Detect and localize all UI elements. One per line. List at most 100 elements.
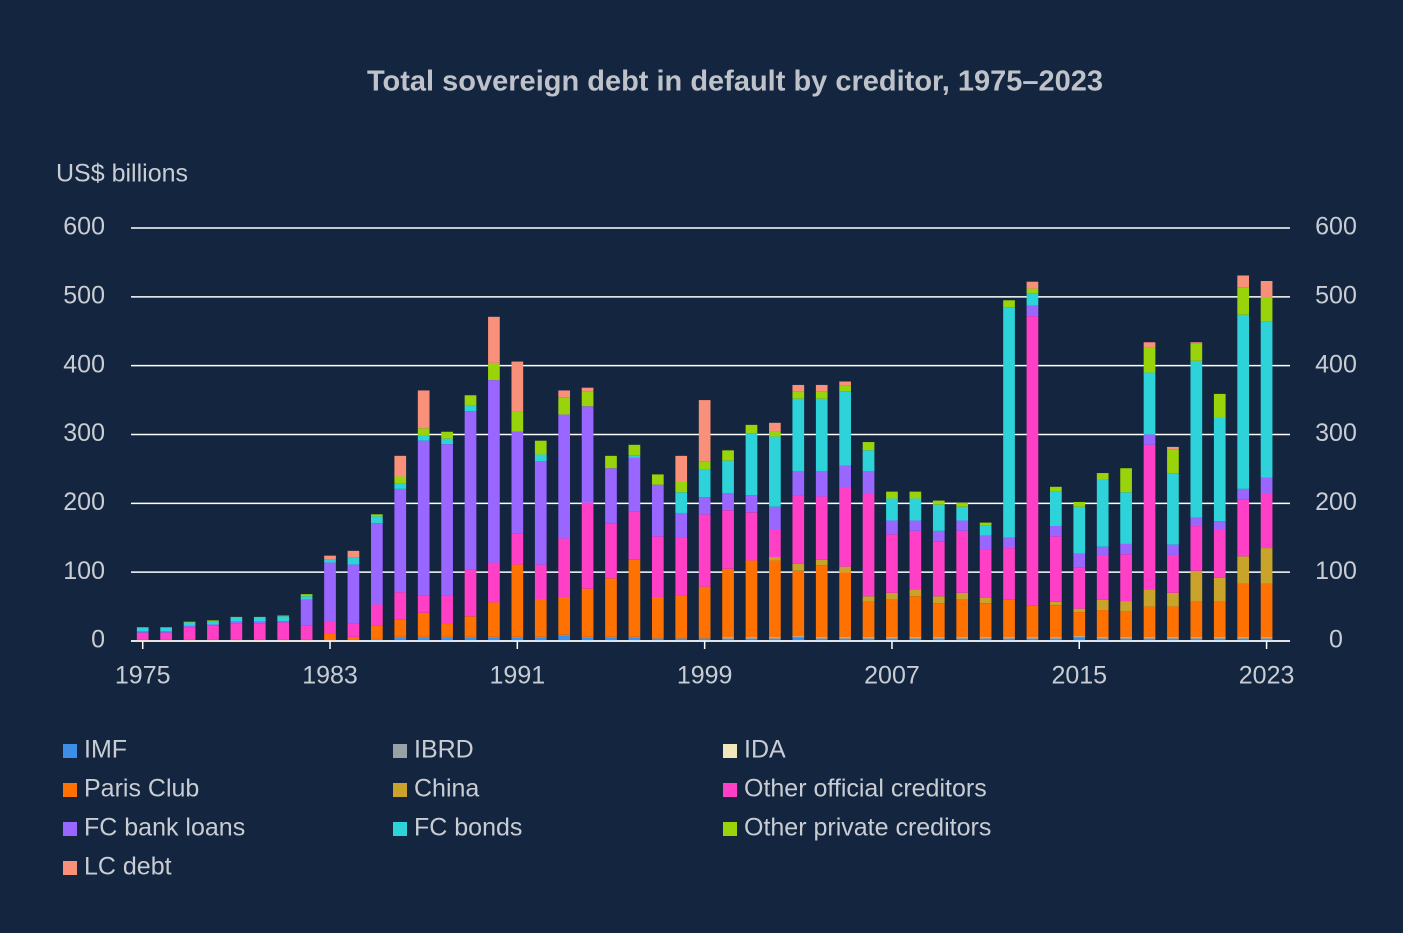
legend-swatch: [393, 783, 407, 797]
bar-segment: [605, 455, 617, 469]
bar-segment: [1167, 638, 1179, 641]
bar-segment: [745, 560, 758, 638]
bar-segment: [558, 635, 571, 641]
bar-segment: [769, 506, 781, 530]
bar-segment: [979, 637, 992, 639]
legend-label: FC bonds: [414, 814, 522, 842]
bar-segment: [698, 497, 711, 515]
bar-segment: [1190, 601, 1203, 638]
bar-segment: [605, 468, 617, 524]
y-tick-label: 500: [63, 281, 105, 309]
bar-segment: [839, 465, 851, 488]
bar-segment: [862, 638, 875, 641]
bar-segment: [511, 564, 524, 637]
bar-segment: [417, 595, 430, 613]
bar-segment: [488, 562, 500, 603]
bar-segment: [1073, 553, 1086, 568]
bar-segment: [745, 638, 758, 639]
bar-segment: [347, 550, 360, 558]
bar-segment: [886, 638, 898, 641]
bar-segment: [394, 619, 407, 637]
bar-segment: [1190, 517, 1203, 527]
bar-segment: [160, 639, 172, 641]
bar-segment: [909, 596, 922, 638]
bar-segment: [1073, 637, 1086, 641]
bar-segment: [932, 638, 945, 639]
bar-segment: [581, 502, 594, 589]
bar-segment: [1237, 488, 1250, 500]
bar-segment: [792, 470, 805, 496]
bar-segment: [722, 638, 734, 641]
bar-segment: [839, 391, 851, 466]
bar-segment: [698, 400, 711, 462]
bar-segment: [886, 520, 898, 535]
bar-segment: [815, 637, 828, 639]
bar-segment: [160, 632, 172, 640]
bar-segment: [1167, 638, 1179, 639]
bar-segment: [441, 438, 453, 445]
bar-segment: [769, 431, 781, 437]
bar-segment: [347, 623, 360, 637]
bar-segment: [581, 387, 594, 392]
bar-segment: [1190, 360, 1203, 518]
bar-segment: [136, 627, 149, 632]
bar-segment: [511, 411, 524, 432]
bar-segment: [1237, 583, 1250, 638]
bar-segment: [956, 502, 969, 507]
bar-segment: [1260, 638, 1273, 639]
bar-segment: [394, 483, 407, 489]
bar-segment: [324, 633, 336, 641]
bar-segment: [815, 470, 828, 497]
bar-segment: [1167, 544, 1179, 555]
legend-label: FC bank loans: [84, 814, 245, 842]
bar-segment: [417, 637, 430, 641]
bar-segment: [300, 639, 313, 641]
bar-segment: [1190, 526, 1203, 571]
legend-label: China: [414, 775, 479, 803]
y-tick-label: 200: [63, 488, 105, 516]
bar-segment: [698, 461, 711, 470]
bar-segment: [1003, 548, 1015, 600]
bar-segment: [1143, 638, 1156, 639]
bar-segment: [1213, 638, 1226, 639]
bar-segment: [651, 536, 664, 597]
bar-segment: [956, 638, 969, 641]
bar-segment: [628, 637, 641, 641]
bar-segment: [1237, 638, 1250, 641]
legend-swatch: [63, 861, 77, 875]
bar-segment: [1120, 554, 1132, 602]
bar-segment: [1096, 638, 1109, 641]
bar-segment: [534, 461, 547, 565]
bar-segment: [558, 596, 571, 635]
bar-segment: [1190, 570, 1203, 602]
bar-segment: [347, 557, 360, 565]
bar-segment: [722, 460, 734, 494]
bar-segment: [745, 637, 758, 639]
bar-segment: [1143, 347, 1156, 373]
bar-segment: [417, 440, 430, 596]
bar-segment: [1003, 300, 1015, 308]
bar-segment: [511, 431, 524, 534]
bar-segment: [628, 636, 641, 638]
bar-segment: [886, 638, 898, 639]
bar-segment: [1026, 605, 1039, 638]
bar-segment: [1096, 638, 1109, 639]
bar-segment: [253, 639, 266, 641]
x-tick-label: 2015: [1051, 662, 1107, 690]
y2-tick-label: 600: [1315, 213, 1357, 241]
bar-segment: [1120, 468, 1132, 493]
bar-segment: [979, 525, 992, 536]
bar-segment: [1003, 537, 1015, 549]
bar-segment: [1167, 446, 1179, 450]
bar-segment: [792, 391, 805, 399]
bar-segment: [769, 637, 781, 639]
bar-segment: [1260, 281, 1273, 298]
legend-swatch: [723, 744, 737, 758]
bar-segment: [745, 433, 758, 496]
bar-segment: [722, 637, 734, 639]
bar-segment: [698, 514, 711, 587]
bar-segment: [1120, 638, 1132, 641]
bar-segment: [956, 638, 969, 639]
legend-swatch: [393, 744, 407, 758]
bar-segment: [441, 623, 453, 637]
